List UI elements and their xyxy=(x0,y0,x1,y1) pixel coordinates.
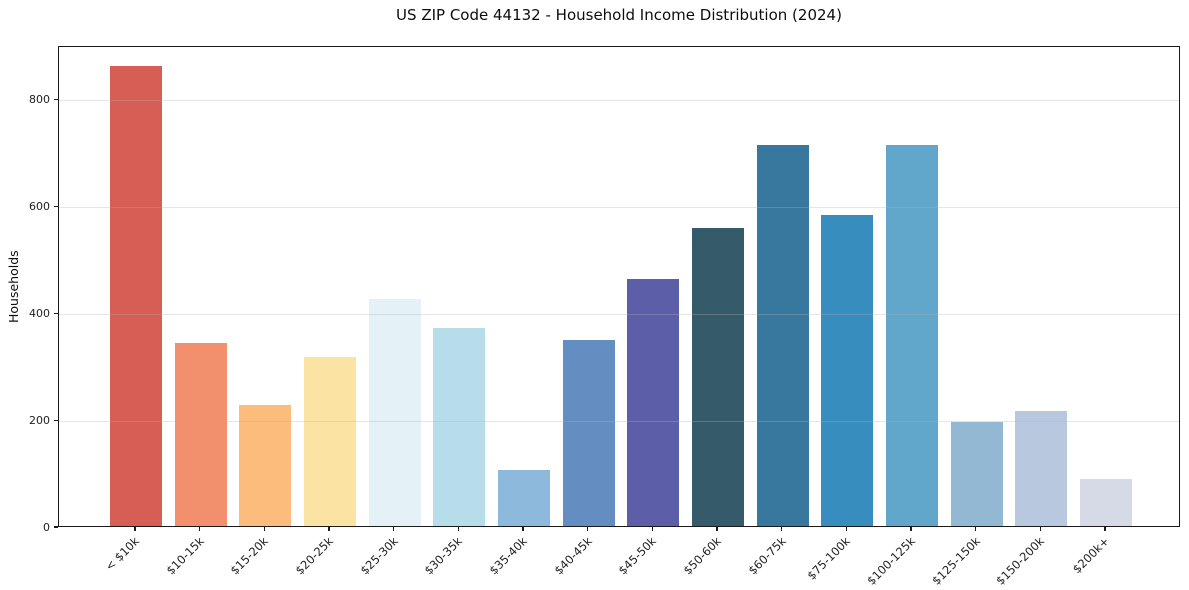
x-tick-mark xyxy=(1104,527,1106,531)
x-tick-mark xyxy=(457,527,459,531)
x-tick-mark xyxy=(1039,527,1041,531)
x-tick-mark xyxy=(263,527,265,531)
bar-$40-45k xyxy=(562,340,615,526)
gridline xyxy=(59,99,1179,101)
y-axis-label: Households xyxy=(6,250,21,324)
bar-$25-30k xyxy=(368,298,421,526)
x-tick-mark xyxy=(781,527,783,531)
gridline xyxy=(59,206,1179,208)
y-tick-label: 400 xyxy=(29,306,50,320)
x-tick-mark xyxy=(393,527,395,531)
bar-$150-200k xyxy=(1015,411,1068,526)
bar-$10-15k xyxy=(174,342,227,526)
bar-$125-150k xyxy=(950,421,1003,526)
y-tick-label: 0 xyxy=(43,520,50,534)
bar-$35-40k xyxy=(498,469,551,526)
bar-$30-35k xyxy=(433,328,486,526)
x-tick-mark xyxy=(199,527,201,531)
y-tick-label: 800 xyxy=(29,92,50,106)
x-tick-mark xyxy=(328,527,330,531)
bar-$45-50k xyxy=(627,279,680,526)
bar-$60-75k xyxy=(756,144,809,526)
x-tick-label: < $10k xyxy=(102,534,142,574)
y-tick-mark xyxy=(54,419,58,421)
x-tick-mark xyxy=(522,527,524,531)
bar-$20-25k xyxy=(304,356,356,526)
x-tick-mark xyxy=(716,527,718,531)
y-tick-label: 600 xyxy=(29,199,50,213)
plot-area xyxy=(58,46,1180,527)
gridline xyxy=(59,420,1179,422)
x-tick-mark xyxy=(975,527,977,531)
bar-< $10k xyxy=(110,66,162,526)
y-tick-label: 200 xyxy=(29,413,50,427)
y-tick-mark xyxy=(54,526,58,528)
bar-$15-20k xyxy=(239,404,292,526)
y-tick-mark xyxy=(54,312,58,314)
x-tick-mark xyxy=(134,527,136,531)
x-tick-mark xyxy=(845,527,847,531)
bar-$50-60k xyxy=(692,227,745,526)
bar-$75-100k xyxy=(821,214,874,526)
chart-title: US ZIP Code 44132 - Household Income Dis… xyxy=(396,6,842,24)
y-tick-mark xyxy=(54,205,58,207)
bar-$100-125k xyxy=(886,144,939,526)
y-tick-mark xyxy=(54,98,58,101)
x-tick-mark xyxy=(910,527,912,531)
bar-$200k+ xyxy=(1080,478,1133,526)
x-tick-mark xyxy=(651,527,653,531)
x-tick-mark xyxy=(587,527,589,531)
gridline xyxy=(59,313,1179,315)
